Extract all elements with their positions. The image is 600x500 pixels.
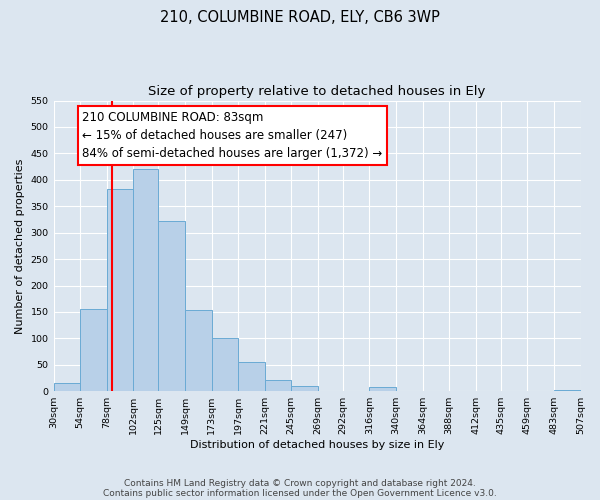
Bar bbox=[53, 384, 80, 391]
Bar bbox=[370, 387, 396, 391]
Bar bbox=[185, 310, 212, 391]
Text: Contains HM Land Registry data © Crown copyright and database right 2024.: Contains HM Land Registry data © Crown c… bbox=[124, 478, 476, 488]
Bar bbox=[80, 310, 107, 391]
Bar bbox=[291, 386, 317, 391]
Bar bbox=[212, 338, 238, 391]
Text: Contains public sector information licensed under the Open Government Licence v3: Contains public sector information licen… bbox=[103, 488, 497, 498]
Y-axis label: Number of detached properties: Number of detached properties bbox=[15, 158, 25, 334]
Bar bbox=[554, 390, 581, 391]
Text: 210, COLUMBINE ROAD, ELY, CB6 3WP: 210, COLUMBINE ROAD, ELY, CB6 3WP bbox=[160, 10, 440, 25]
Bar bbox=[265, 380, 291, 391]
Title: Size of property relative to detached houses in Ely: Size of property relative to detached ho… bbox=[148, 85, 486, 98]
Text: 210 COLUMBINE ROAD: 83sqm
← 15% of detached houses are smaller (247)
84% of semi: 210 COLUMBINE ROAD: 83sqm ← 15% of detac… bbox=[82, 111, 383, 160]
Bar bbox=[107, 189, 133, 391]
X-axis label: Distribution of detached houses by size in Ely: Distribution of detached houses by size … bbox=[190, 440, 444, 450]
Bar bbox=[133, 170, 158, 391]
Bar bbox=[158, 221, 185, 391]
Bar bbox=[238, 362, 265, 391]
